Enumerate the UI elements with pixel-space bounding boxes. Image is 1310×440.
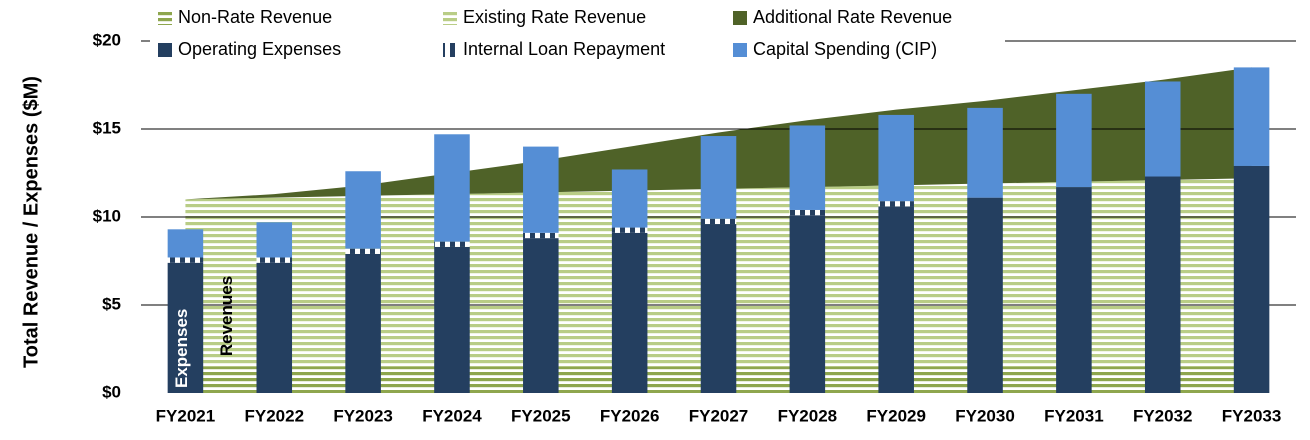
x-tick-label: FY2030 bbox=[955, 406, 1015, 425]
bar bbox=[256, 257, 293, 263]
x-tick-label: FY2033 bbox=[1222, 406, 1282, 425]
bar bbox=[700, 218, 737, 225]
bar bbox=[167, 257, 204, 263]
x-tick-label: FY2026 bbox=[600, 406, 660, 425]
bar bbox=[523, 238, 559, 393]
bar bbox=[256, 262, 293, 393]
y-axis-label: Total Revenue / Expenses ($M) bbox=[20, 76, 42, 368]
bar bbox=[878, 201, 914, 207]
bar bbox=[700, 136, 737, 219]
y-tick-label: $15 bbox=[93, 118, 121, 137]
legend-label: Capital Spending (CIP) bbox=[753, 39, 937, 59]
y-tick-label: $10 bbox=[93, 206, 121, 225]
y-tick-label: $0 bbox=[102, 382, 121, 401]
x-tick-label: FY2023 bbox=[333, 406, 393, 425]
legend-label: Existing Rate Revenue bbox=[463, 7, 646, 27]
bar bbox=[167, 229, 204, 258]
bar bbox=[611, 232, 648, 393]
bar bbox=[1056, 187, 1092, 393]
legend-swatch bbox=[158, 43, 172, 57]
bar bbox=[878, 114, 914, 202]
x-tick-label: FY2029 bbox=[866, 406, 926, 425]
bar bbox=[789, 215, 826, 393]
legend-swatch bbox=[443, 11, 457, 25]
x-tick-label: FY2032 bbox=[1133, 406, 1193, 425]
bar bbox=[434, 241, 470, 247]
bar bbox=[434, 246, 470, 393]
y-tick-label: $20 bbox=[93, 30, 121, 49]
legend-swatch bbox=[158, 11, 172, 25]
x-tick-label: FY2021 bbox=[156, 406, 216, 425]
bar bbox=[256, 222, 293, 258]
legend-label: Operating Expenses bbox=[178, 39, 341, 59]
bar bbox=[1056, 93, 1092, 188]
bar bbox=[345, 253, 381, 393]
bar bbox=[1233, 67, 1270, 166]
annotation: Expenses bbox=[172, 309, 191, 388]
bar bbox=[789, 125, 826, 210]
y-tick-label: $5 bbox=[102, 294, 121, 313]
x-tick-label: FY2028 bbox=[778, 406, 838, 425]
x-tick-label: FY2024 bbox=[422, 406, 482, 425]
bar bbox=[967, 197, 1003, 393]
bar bbox=[700, 224, 737, 393]
x-tick-label: FY2022 bbox=[244, 406, 304, 425]
bar bbox=[611, 169, 648, 228]
bar bbox=[523, 146, 559, 233]
bar bbox=[789, 209, 826, 216]
annotation: Revenues bbox=[217, 276, 236, 356]
bar bbox=[345, 248, 381, 254]
bar bbox=[523, 232, 559, 239]
x-tick-label: FY2025 bbox=[511, 406, 571, 425]
bar bbox=[878, 206, 914, 393]
legend-swatch bbox=[733, 11, 747, 25]
bar bbox=[434, 134, 470, 242]
legend-label: Internal Loan Repayment bbox=[463, 39, 665, 59]
bar bbox=[967, 107, 1003, 198]
legend-label: Non-Rate Revenue bbox=[178, 7, 332, 27]
bar bbox=[1233, 165, 1270, 393]
bar bbox=[345, 171, 381, 249]
bar bbox=[611, 227, 648, 233]
legend-label: Additional Rate Revenue bbox=[753, 7, 952, 27]
x-tick-label: FY2031 bbox=[1044, 406, 1104, 425]
legend-swatch bbox=[733, 43, 747, 57]
bar bbox=[167, 262, 204, 393]
legend-background bbox=[150, 0, 1005, 68]
x-tick-label: FY2027 bbox=[689, 406, 749, 425]
bar bbox=[1144, 176, 1181, 393]
legend-swatch bbox=[443, 43, 457, 57]
bar bbox=[1144, 81, 1181, 177]
